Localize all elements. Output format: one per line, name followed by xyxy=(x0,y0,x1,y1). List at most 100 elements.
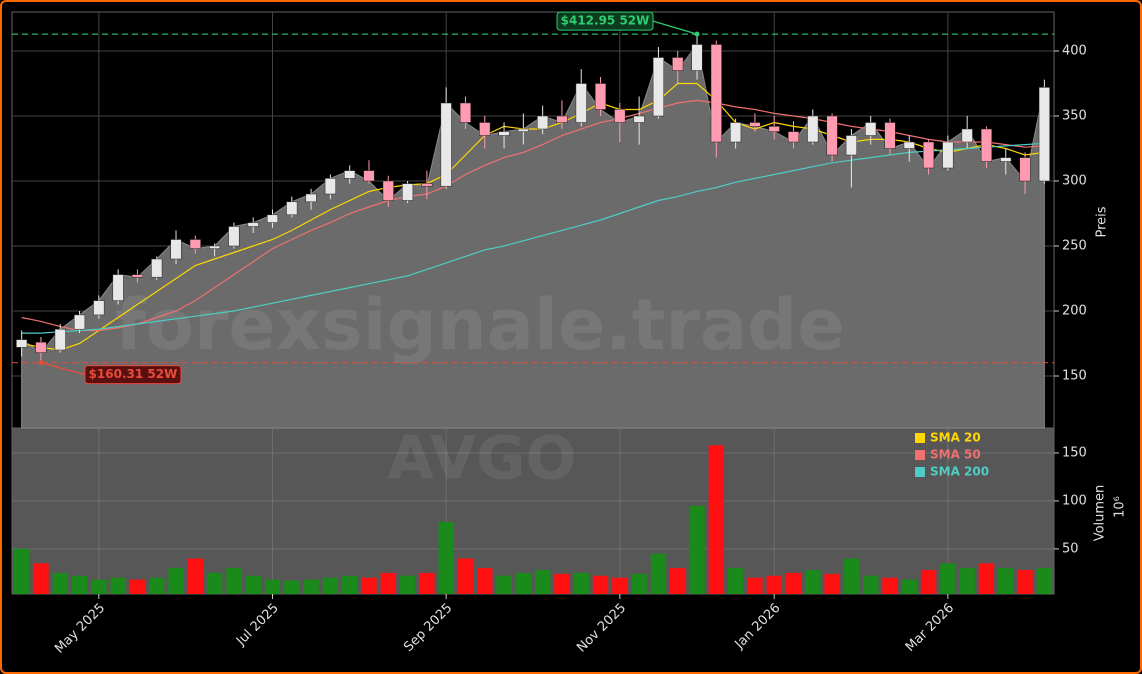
annotation-box xyxy=(84,365,182,385)
candle-body xyxy=(942,141,954,169)
candle-body xyxy=(228,226,240,247)
volume-bar xyxy=(361,577,377,594)
volume-bar xyxy=(380,572,396,594)
volume-bar xyxy=(110,577,126,594)
candle-body xyxy=(170,239,182,260)
candle-body xyxy=(54,328,66,351)
annotation-label: $160.31 52W xyxy=(89,367,178,381)
candle-body xyxy=(556,115,568,123)
candle-body xyxy=(787,131,800,143)
legend-label: SMA 50 xyxy=(930,448,981,462)
y-tick-label: 150 xyxy=(1062,369,1087,384)
volume-bar xyxy=(1036,568,1053,594)
annotation-arrow xyxy=(40,361,86,376)
volume-bar xyxy=(1017,570,1033,594)
annotation-arrow-head xyxy=(38,360,44,366)
volume-bar xyxy=(91,579,107,594)
candle-body xyxy=(903,141,915,149)
volume-bar xyxy=(284,580,300,594)
candle-body xyxy=(884,122,896,149)
candle-body xyxy=(498,131,510,136)
y-tick-label: 300 xyxy=(1062,174,1087,189)
candle-body xyxy=(286,201,298,216)
volume-bar xyxy=(785,572,802,594)
y-tick-label: 400 xyxy=(1062,44,1087,59)
candle-body xyxy=(923,141,935,169)
candle-body xyxy=(247,222,259,227)
candle-body xyxy=(266,214,279,223)
candle-body xyxy=(16,339,28,348)
legend-label: SMA 200 xyxy=(930,465,989,479)
volume-bar xyxy=(708,445,725,594)
candle-body xyxy=(1000,157,1012,162)
watermark: forexsignale.trade xyxy=(115,284,844,366)
candle-body xyxy=(594,83,607,110)
volume-bar xyxy=(322,577,339,594)
volume-bar xyxy=(438,522,454,594)
annotation-arrow-head xyxy=(694,31,700,37)
volume-bar xyxy=(71,575,88,594)
legend-label: SMA 20 xyxy=(930,431,981,445)
annotation-label: $412.95 52W xyxy=(561,14,650,28)
candle-body xyxy=(93,300,105,316)
volume-bar xyxy=(612,577,628,594)
volume-bar xyxy=(805,570,821,594)
candle-body xyxy=(421,183,433,187)
x-tick-label: Nov 2025 xyxy=(574,601,629,656)
candle-body xyxy=(344,170,356,179)
volume-bar xyxy=(496,575,512,594)
candle-body xyxy=(440,102,452,187)
candle-body xyxy=(209,245,221,249)
candle-body xyxy=(730,122,742,143)
volume-bar xyxy=(206,572,223,594)
volume-bar xyxy=(998,568,1014,594)
volume-bar xyxy=(920,570,937,594)
volume-bar xyxy=(689,505,705,594)
volume-bar xyxy=(727,568,744,594)
candle-body xyxy=(35,341,47,353)
candle-body xyxy=(614,109,626,123)
y-tick-label: 250 xyxy=(1062,239,1087,254)
volume-bar xyxy=(670,568,686,594)
volume-bar xyxy=(843,558,860,594)
volume-bar xyxy=(264,579,281,594)
x-tick-label: Sep 2025 xyxy=(401,601,455,655)
volume-bar xyxy=(766,575,782,594)
candle-body xyxy=(575,83,587,123)
candle-body xyxy=(710,44,722,143)
y-tick-label: 50 xyxy=(1062,541,1079,556)
candle-body xyxy=(151,258,163,278)
volume-bar xyxy=(33,563,49,594)
volume-bar xyxy=(747,577,763,594)
x-tick-label: Jul 2025 xyxy=(233,601,282,650)
volume-bar xyxy=(168,568,184,594)
candle-body xyxy=(479,122,491,136)
legend-swatch xyxy=(915,450,925,460)
annotation-arrow xyxy=(652,20,698,35)
volume-bar xyxy=(959,568,975,594)
volume-bar xyxy=(399,575,416,594)
candle-body xyxy=(980,128,993,162)
volume-bar xyxy=(187,558,204,594)
volume-bar xyxy=(901,579,917,594)
candle-body xyxy=(807,115,819,143)
annotation-box xyxy=(556,11,654,31)
x-tick-label: Jan 2026 xyxy=(732,601,784,653)
y-tick-label: 350 xyxy=(1062,109,1087,124)
x-tick-label: May 2025 xyxy=(52,601,108,657)
marks: $412.95 52W $160.31 52W xyxy=(12,11,1054,594)
candle-body xyxy=(672,57,684,71)
volume-bar xyxy=(149,577,165,594)
sma-line xyxy=(21,82,1045,351)
y-tick-label: 100 xyxy=(1062,493,1087,508)
candle-body xyxy=(768,126,780,132)
volume-bar xyxy=(341,575,358,594)
volume-bar xyxy=(554,573,570,594)
y-axis-label: Preis xyxy=(1095,206,1110,237)
candle-body xyxy=(382,180,394,201)
volume-bar xyxy=(303,579,319,594)
volume-bar xyxy=(573,572,589,594)
candle-body xyxy=(537,115,549,130)
volume-bar xyxy=(534,570,551,594)
